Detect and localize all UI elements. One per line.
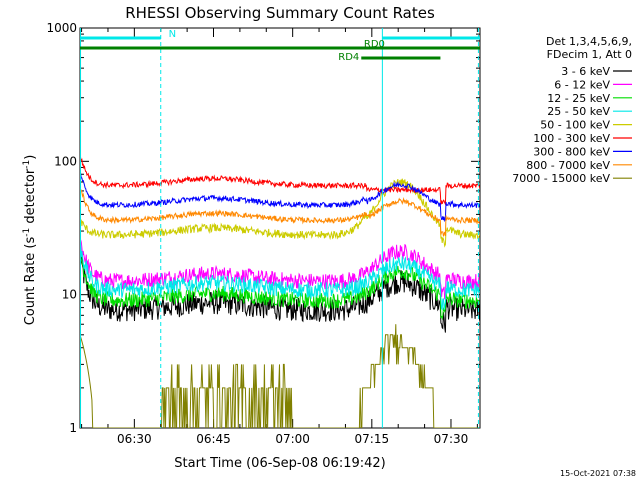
x-tick-label: 06:45 — [196, 432, 231, 446]
legend: Det 1,3,4,5,6,9,FDecim 1, Att 0 3 - 6 keV… — [512, 35, 632, 185]
legend-label: 25 - 50 keV — [547, 105, 610, 118]
series-line-4 — [80, 178, 480, 248]
legend-label: 50 - 100 keV — [540, 119, 610, 132]
series-line-0 — [80, 253, 480, 333]
series-line-6 — [80, 169, 480, 223]
series-group — [80, 152, 480, 428]
footer-timestamp: 15-Oct-2021 07:38 — [560, 469, 636, 478]
legend-label: 800 - 7000 keV — [526, 159, 610, 172]
y-axis-label-sup2: -1 — [22, 160, 32, 169]
series-line-3 — [80, 238, 480, 311]
y-axis-label-sup1: -1 — [22, 228, 32, 237]
x-axis-label: Start Time (06-Sep-08 06:19:42) — [174, 456, 385, 471]
series-line-2 — [80, 248, 480, 321]
y-tick-label: 100 — [54, 154, 77, 168]
y-axis-label-mid: detector — [23, 168, 38, 228]
x-tick-label: 06:30 — [117, 432, 152, 446]
y-axis-label: Count Rate (s-1 detector-1) — [22, 155, 38, 326]
legend-label: 100 - 300 keV — [533, 132, 610, 145]
legend-header: Det 1,3,4,5,6,9, — [546, 35, 632, 48]
flag-label-0: N — [169, 29, 176, 40]
y-tick-label: 10 — [62, 288, 77, 302]
y-axis-label-main: Count Rate (s — [23, 237, 38, 326]
x-tick-label: 07:00 — [275, 432, 310, 446]
plot-area: 1 10 100 1000 06:30 06:45 07:00 07:15 07:30 N RD0 R… — [46, 21, 481, 446]
legend-label: 7000 - 15000 keV — [512, 172, 610, 185]
legend-header: FDecim 1, Att 0 — [547, 48, 632, 61]
legend-label: 6 - 12 keV — [554, 78, 610, 91]
x-tick-label: 07:15 — [355, 432, 390, 446]
x-tick-label: 07:30 — [434, 432, 469, 446]
chart-title: RHESSI Observing Summary Count Rates — [125, 4, 435, 22]
y-axis-label-end: ) — [23, 155, 38, 160]
legend-label: 300 - 800 keV — [533, 145, 610, 158]
legend-label: 12 - 25 keV — [547, 92, 610, 105]
series-line-7 — [80, 187, 480, 237]
series-line-8 — [80, 324, 480, 428]
flag-label-2: RD4 — [338, 52, 359, 63]
flag-label-1: RD0 — [364, 39, 385, 50]
legend-label: 3 - 6 keV — [561, 65, 610, 78]
y-tick-label: 1000 — [46, 21, 77, 35]
y-tick-label: 1 — [69, 421, 77, 435]
